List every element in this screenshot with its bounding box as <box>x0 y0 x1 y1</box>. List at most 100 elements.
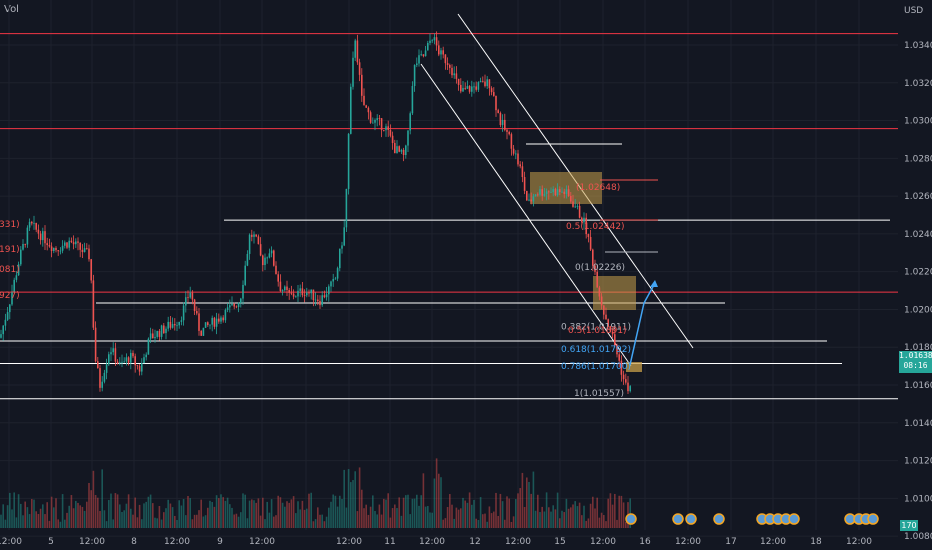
candle-body <box>196 311 198 314</box>
candle-body <box>385 126 387 131</box>
candle-body <box>596 271 598 288</box>
event-marker-icon <box>713 513 725 525</box>
volume-bar <box>237 516 240 528</box>
candle-body <box>187 297 189 298</box>
volume-bar <box>306 508 308 528</box>
candle-body <box>464 87 466 89</box>
candle-body <box>251 234 253 237</box>
volume-bar <box>147 496 150 528</box>
event-markers <box>625 513 879 525</box>
candle-body <box>497 110 499 113</box>
volume-bar <box>26 507 29 528</box>
volume-bar <box>493 511 495 528</box>
candle-body <box>627 382 629 392</box>
volume-bars <box>0 458 631 528</box>
volume-bar <box>15 517 18 528</box>
time-axis[interactable]: 12:00 5 12:00 8 12:00 9 12:00 12:00 11 12:00 12 12:… <box>0 537 872 547</box>
volume-bar <box>490 513 493 528</box>
candle-body <box>468 86 471 92</box>
volume-bar <box>532 471 535 528</box>
candle-body <box>182 305 185 321</box>
volume-bar <box>607 498 609 528</box>
candle-body <box>145 354 147 358</box>
candle-body <box>620 360 623 375</box>
volume-bar <box>554 509 557 528</box>
volume-bar <box>616 519 618 528</box>
fib-level-label: 0.786(1.01700) <box>561 362 631 372</box>
volume-bar <box>103 510 106 528</box>
volume-bar <box>273 516 275 528</box>
candle-body <box>477 82 480 90</box>
candle-body <box>169 321 172 328</box>
candle-body <box>607 319 609 327</box>
candle-body <box>193 299 196 312</box>
volume-bar <box>31 499 33 528</box>
candle-body <box>24 243 26 245</box>
volume-bar <box>75 500 77 528</box>
volume-bar <box>341 498 343 528</box>
volume-bar <box>112 519 114 528</box>
candle-body <box>339 248 341 269</box>
volume-bar <box>204 515 207 528</box>
volume-bar <box>501 501 504 528</box>
candle-body <box>273 250 275 266</box>
volume-bar <box>539 512 541 528</box>
candle-body <box>330 281 332 287</box>
volume-bar <box>314 519 317 528</box>
candle-body <box>20 249 22 265</box>
volume-bar <box>446 507 449 528</box>
candle-body <box>543 194 546 196</box>
candle-body <box>281 290 284 292</box>
volume-bar <box>255 502 257 528</box>
volume-bar <box>6 505 9 528</box>
candle-body <box>257 236 260 245</box>
volume-bar <box>398 497 400 528</box>
candle-body <box>255 234 257 237</box>
volume-bar <box>526 477 528 528</box>
candle-body <box>279 281 282 292</box>
volume-bar <box>176 519 178 528</box>
volume-bar <box>33 499 35 528</box>
volume-bar <box>231 507 233 528</box>
last-price-value: 1.01638 <box>899 351 932 360</box>
volume-bar <box>321 514 323 528</box>
volume-bar <box>134 497 136 528</box>
left-edge-labels: 331) 191) 081) 927) <box>0 220 20 301</box>
candle-body <box>548 191 550 193</box>
candle-body <box>90 259 92 281</box>
candle-body <box>119 362 121 364</box>
channel-lower-line <box>420 63 632 367</box>
volume-bar <box>464 500 466 528</box>
candle-body <box>229 305 231 308</box>
volume-bar <box>466 502 469 528</box>
price-tick-label: 1.02200 <box>904 268 932 278</box>
candle-body <box>215 318 218 327</box>
volume-bar <box>609 493 612 528</box>
candle-body <box>499 112 502 125</box>
candle-body <box>534 194 537 197</box>
volume-bar <box>297 501 299 528</box>
volume-bar <box>270 499 273 528</box>
fib-upper-label: (1.02648) <box>576 183 620 193</box>
volume-bar <box>59 521 62 528</box>
candle-body <box>108 354 110 365</box>
volume-bar <box>160 519 163 528</box>
candle-body <box>466 86 469 89</box>
price-axis[interactable]: 1.03400 1.03200 1.03000 1.02800 1.02600 1.024… <box>904 41 932 542</box>
event-marker-icon <box>867 513 879 525</box>
candle-body <box>299 288 301 291</box>
volume-bar <box>402 497 405 528</box>
candle-body <box>262 255 264 266</box>
candle-body <box>204 322 207 328</box>
volume-bar <box>380 514 383 528</box>
candle-body <box>154 336 156 339</box>
volume-bar <box>376 514 378 528</box>
candle-body <box>592 249 594 266</box>
volume-bar <box>105 521 108 528</box>
candle-body <box>240 298 242 304</box>
time-tick-label: 12:00 <box>846 537 872 547</box>
volume-bar <box>165 508 167 528</box>
candle-body <box>26 227 29 245</box>
volume-bar <box>495 492 497 528</box>
